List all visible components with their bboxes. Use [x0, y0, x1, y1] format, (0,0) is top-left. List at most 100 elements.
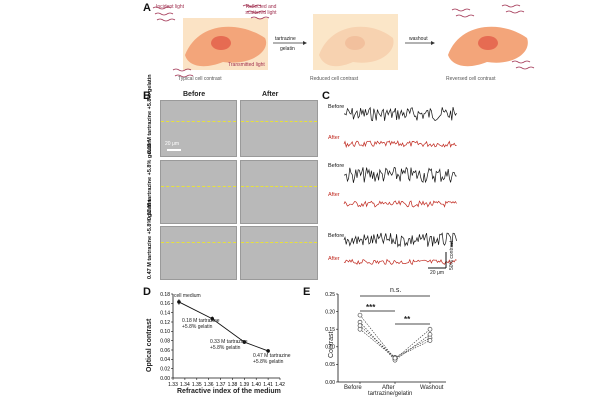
chart-e-ytick-label: 0.20 [325, 309, 335, 315]
scale-y-label: 50% contrast [449, 240, 455, 270]
col-after-label: After [262, 91, 279, 98]
chart-e-series-line [359, 314, 431, 360]
trace-before-label-1: Before [328, 104, 345, 110]
chart-e-point [357, 312, 363, 318]
chart-e-ytick-label: 0.15 [325, 327, 335, 333]
micrograph-after-1 [240, 100, 318, 157]
trace-after-1 [343, 140, 457, 149]
chart-d-ytick-label: 0.16 [160, 301, 170, 307]
trace-after-3 [343, 258, 457, 266]
panel-a-illustration [152, 4, 435, 78]
chart-d: 0.00 0.02 0.04 0.06 0.08 0.10 0.12 0.14 0.16 0.18… [160, 292, 285, 388]
chart-d-ytick-label: 0.06 [160, 348, 170, 354]
ann-cell-medium: cell medium [174, 293, 201, 299]
chart-e-point [392, 355, 398, 361]
chart-e-point [357, 326, 363, 332]
xcat-after-a: After [382, 385, 395, 391]
col-before-label: Before [183, 91, 206, 98]
chart-d-series-line [178, 301, 269, 352]
chart-e-series-line [359, 325, 431, 358]
xcat-washout: Washout [420, 385, 444, 391]
chart-d-ytick-label: 0.02 [160, 366, 170, 372]
chart-d-xtick-label: 1.34 [180, 382, 190, 388]
trace-before-label-3: Before [328, 233, 345, 239]
micrograph-before-1: 20 μm [160, 100, 237, 157]
micrograph-before-3 [160, 226, 237, 280]
panel-c-label: C [322, 90, 330, 102]
chart-e-ytick-label: 0.05 [325, 362, 335, 368]
chart-e-ytick-label: 0.00 [325, 380, 335, 386]
caption-typical: Typical cell contrast [178, 76, 222, 82]
chart-d-xtick-label: 1.35 [192, 382, 202, 388]
chart-d-xtick-label: 1.37 [216, 382, 226, 388]
ann-047-b: +5.8% gelatin [253, 359, 284, 365]
chart-d-ytick-label: 0.00 [160, 376, 170, 382]
sig-ns: n.s. [390, 287, 402, 294]
xcat-before: Before [344, 385, 362, 391]
washout-label: washout [409, 36, 428, 42]
ann-033-b: +5.8% gelatin [210, 345, 241, 351]
scale-x-label: 20 μm [430, 270, 444, 276]
chart-d-xtick-label: 1.39 [239, 382, 249, 388]
micrograph-after-3 [240, 226, 318, 280]
transmitted-light-label: Transmitted light [228, 62, 265, 68]
sig-2stars: ** [404, 315, 411, 324]
chart-d-xtick-label: 1.40 [251, 382, 261, 388]
chart-d-ytick-label: 0.08 [160, 338, 170, 344]
chart-d-point [242, 340, 247, 344]
chart-d-point [210, 316, 215, 321]
chart-d-xlabel: Refractive index of the medium [177, 388, 281, 395]
sig-3stars: *** [366, 303, 376, 312]
chart-e-ytick-label: 0.25 [325, 292, 335, 298]
panel-d-label: D [143, 286, 151, 298]
ann-033-a: 0.33 M tartrazine [210, 339, 248, 345]
caption-reversed: Reversed cell contrast [446, 76, 496, 82]
chart-e-ylabel: Contrast [328, 331, 335, 358]
chart-e-point [427, 338, 433, 343]
micrograph-after-2 [240, 160, 318, 224]
chart-e-series-line [359, 328, 431, 359]
cell-reduced [313, 14, 398, 70]
chart-d-xtick-label: 1.33 [168, 382, 178, 388]
trace-before-2 [344, 166, 457, 184]
gelatin-label: gelatin [280, 46, 295, 52]
chart-e-ytick-label: 0.10 [325, 345, 335, 351]
trace-after-label-2: After [328, 192, 340, 198]
trace-after-label-3: After [328, 256, 340, 262]
chart-d-ytick-label: 0.14 [160, 310, 170, 316]
ann-047-a: 0.47 M tartrazine [253, 353, 291, 359]
panel-b-label: B [143, 90, 151, 102]
ann-018-a: 0.18 M tartrazine [182, 318, 220, 324]
scale-bar-label: 20 μm [165, 141, 179, 147]
chart-d-ylabel: Optical contrast [146, 318, 153, 372]
chart-d-ytick-label: 0.12 [160, 320, 170, 326]
trace-after-label-1: After [328, 135, 340, 141]
incident-light-label: Incident light [156, 4, 185, 10]
row-label-3: 0.47 M tartrazine +5.8% gelatin [147, 199, 153, 279]
chart-d-ytick-label: 0.18 [160, 292, 170, 298]
panel-e-label: E [303, 286, 311, 298]
contrast-traces [343, 106, 457, 269]
reflected-light-label: Reflected and scattered light [245, 4, 277, 16]
panel-a-label: A [143, 2, 151, 14]
chart-e-point [427, 326, 433, 332]
chart-d-point [177, 300, 181, 304]
trace-before-1 [343, 106, 457, 122]
chart-d-ytick-label: 0.04 [160, 357, 170, 363]
xcat-after-b: tartrazine/gelatin [368, 391, 413, 397]
tartrazine-label: tartrazine [275, 36, 296, 42]
chart-d-point [266, 349, 270, 353]
chart-d-xtick-label: 1.38 [228, 382, 238, 388]
micrograph-before-2 [160, 160, 237, 224]
chart-d-xtick-label: 1.42 [275, 382, 285, 388]
ann-018-b: +5.8% gelatin [182, 324, 213, 330]
trace-before-3 [343, 232, 457, 248]
chart-d-xtick-label: 1.41 [263, 382, 273, 388]
caption-reduced: Reduced cell contrast [310, 76, 359, 82]
cell-typical [183, 18, 268, 70]
chart-d-xtick-label: 1.36 [204, 382, 214, 388]
cell-reversed [448, 4, 535, 70]
chart-e: 0.00 0.05 0.10 0.15 0.20 0.25 [325, 292, 446, 386]
trace-after-2 [343, 200, 457, 208]
chart-d-ytick-label: 0.10 [160, 329, 170, 335]
